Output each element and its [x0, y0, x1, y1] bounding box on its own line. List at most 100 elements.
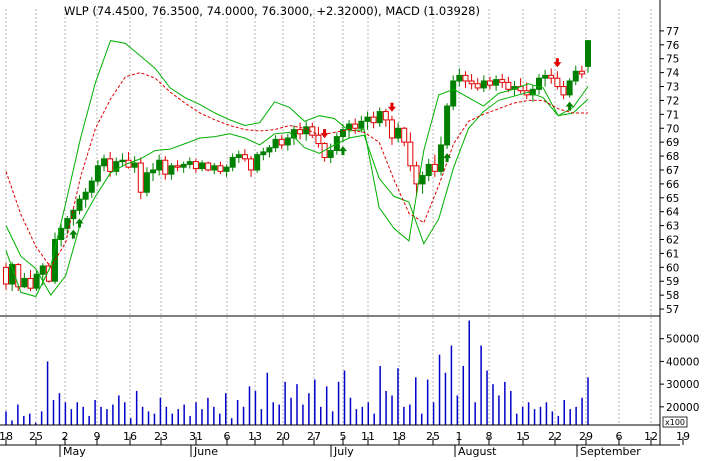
volume-bar	[325, 386, 328, 425]
candle-body	[444, 105, 451, 146]
candle-body	[137, 162, 144, 193]
volume-bar	[320, 406, 322, 425]
volume-bar	[527, 402, 530, 425]
volume-bar	[195, 402, 197, 425]
volume-unit-box	[662, 416, 688, 428]
buy-signal-arrow	[443, 153, 452, 163]
volume-bar	[379, 365, 381, 425]
candle-body	[425, 163, 432, 177]
moving-average-line	[5, 72, 588, 269]
volume-tick-label: 40000	[666, 356, 699, 368]
candle-body	[266, 147, 273, 153]
volume-bar	[474, 402, 476, 425]
price-tick-label: 77	[666, 26, 679, 38]
candle-body	[474, 83, 481, 89]
candle-body	[364, 116, 371, 122]
volume-bar	[581, 397, 583, 425]
candle-body	[480, 80, 487, 89]
candle-body	[278, 138, 285, 146]
candle-body	[499, 79, 506, 83]
price-tick-label: 76	[666, 40, 680, 52]
x-tick-label: 20	[276, 430, 290, 443]
candle-body	[205, 162, 212, 171]
candle-body	[76, 198, 83, 211]
candle-body	[52, 239, 59, 282]
volume-bar	[343, 370, 346, 425]
candle-body	[303, 126, 310, 135]
price-tick-label: 75	[666, 54, 679, 66]
volume-bar	[52, 400, 55, 425]
volume-bar	[230, 418, 233, 425]
volume-unit-label: x100	[665, 418, 685, 427]
candle-body	[15, 264, 22, 288]
volume-bar	[492, 384, 494, 425]
x-tick-label: 8	[486, 430, 493, 443]
x-tick-label: 29	[579, 430, 593, 443]
candle-body	[217, 165, 224, 172]
candle-body	[180, 163, 187, 168]
price-tick-label: 57	[666, 304, 679, 316]
volume-bar	[563, 400, 565, 425]
candle-body	[45, 265, 52, 282]
volume-bar	[290, 397, 292, 425]
volume-bar	[201, 409, 203, 425]
x-tick-label: 27	[307, 430, 321, 443]
volume-bar	[242, 406, 245, 425]
price-tick-label: 68	[666, 151, 679, 163]
volume-bar	[373, 413, 375, 425]
candle-body	[437, 144, 444, 172]
month-label: July	[333, 445, 354, 457]
volume-bar	[545, 402, 548, 425]
candle-body	[456, 74, 463, 82]
candle-body	[272, 138, 279, 149]
volume-bar	[23, 415, 25, 425]
price-tick-label: 61	[666, 248, 679, 260]
x-tick-label: 23	[154, 430, 168, 443]
volume-bar	[521, 406, 524, 425]
price-tick-label: 67	[666, 165, 679, 177]
price-tick-label: 63	[666, 221, 679, 233]
volume-bar	[135, 390, 138, 425]
volume-bar	[450, 345, 453, 425]
axes: 5758596061626364656667686970717273747576…	[0, 0, 699, 458]
candle-body	[254, 154, 261, 171]
volume-bar	[124, 402, 126, 425]
candle-body	[211, 165, 218, 171]
candle-body	[70, 209, 77, 220]
candle-body	[241, 154, 248, 160]
volume-bar	[153, 413, 156, 425]
volume-bar	[88, 415, 90, 425]
candle-body	[297, 129, 304, 135]
x-tick-label: 12	[644, 430, 658, 443]
buy-signal-arrow	[565, 101, 574, 111]
candle-body	[493, 79, 500, 86]
volume-bar	[266, 372, 269, 425]
volume-bar	[58, 393, 61, 425]
volume-bar	[219, 413, 221, 425]
x-tick-label: 5	[340, 430, 347, 443]
candle-body	[370, 116, 377, 124]
x-tick-label: 9	[94, 430, 101, 443]
candle-body	[162, 159, 169, 175]
price-tick-label: 69	[666, 137, 679, 149]
sell-signal-arrow	[553, 58, 562, 68]
candle-body	[407, 141, 414, 167]
chart-title: WLP (74.4500, 76.3500, 74.0000, 76.3000,…	[64, 4, 480, 18]
volume-bar	[391, 395, 393, 425]
candle-body	[192, 161, 199, 170]
volume-bar	[272, 402, 274, 425]
volume-bar	[29, 413, 31, 425]
volume-tick-label: 50000	[666, 334, 699, 346]
volume-bar	[486, 370, 488, 425]
candle-body	[468, 80, 475, 85]
candle-body	[431, 163, 438, 172]
candle-body	[382, 111, 389, 121]
x-tick-label: 18	[0, 430, 13, 443]
volume-bar	[224, 393, 227, 425]
volume-bar	[40, 411, 43, 425]
volume-bar	[260, 409, 263, 425]
candle-body	[21, 277, 28, 288]
candle-body	[535, 77, 542, 90]
candle-body	[339, 129, 346, 138]
volume-bar	[510, 390, 512, 425]
